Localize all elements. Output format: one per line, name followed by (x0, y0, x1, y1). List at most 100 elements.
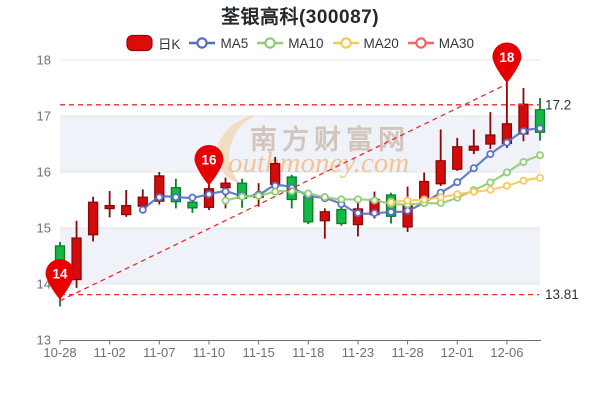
y-axis-label: 16 (37, 165, 51, 180)
balloon-label: 14 (52, 267, 68, 282)
price-marker-balloon[interactable] (45, 259, 75, 300)
candle-body[interactable] (137, 196, 148, 207)
legend-item-ma30[interactable]: MA30 (407, 35, 475, 51)
x-axis-label: 11-10 (193, 345, 225, 360)
ma-marker-ma5 (403, 206, 412, 215)
ma-legend-icon (407, 37, 434, 49)
y-axis-label: 18 (37, 53, 51, 68)
ma-marker-ma20 (436, 193, 445, 202)
ma-marker-ma5 (188, 193, 197, 202)
x-axis-label: 12-06 (490, 345, 523, 360)
ma-marker-ma20 (536, 173, 545, 182)
ma-marker-ma20 (453, 190, 462, 199)
ma-marker-ma5 (353, 209, 362, 218)
ma-marker-ma5 (519, 127, 528, 136)
ma-marker-ma20 (469, 187, 478, 196)
trend-dashed-line (59, 83, 508, 302)
ma-marker-ma5 (502, 138, 511, 147)
balloon-label: 16 (201, 152, 217, 167)
ma-marker-ma10 (519, 157, 528, 166)
x-axis-label: 11-18 (292, 345, 324, 360)
ma-marker-ma20 (486, 185, 495, 194)
ma-marker-ma10 (536, 151, 545, 160)
legend-label: MA30 (438, 35, 475, 51)
legend-item-ma20[interactable]: MA20 (332, 35, 399, 51)
price-marker-balloon[interactable] (194, 144, 224, 186)
candle-body[interactable] (270, 162, 281, 185)
ma-marker-ma10 (486, 178, 495, 187)
ma-marker-ma20 (403, 196, 412, 205)
ma-legend-icon (332, 37, 359, 49)
candle-body[interactable] (104, 204, 115, 210)
ma-marker-ma5 (453, 178, 462, 187)
x-axis-label: 11-28 (391, 345, 423, 360)
legend-item-ma10[interactable]: MA10 (257, 35, 324, 51)
ma-marker-ma5 (486, 150, 495, 159)
y-axis-label: 15 (37, 221, 51, 236)
candle-legend-icon (126, 34, 153, 52)
candle-body[interactable] (452, 146, 463, 170)
ma-marker-ma10 (271, 187, 280, 196)
ma-marker-ma5 (221, 187, 230, 196)
grid-band (60, 228, 540, 284)
x-axis-label: 10-28 (43, 345, 76, 360)
price-marker-balloon[interactable] (492, 42, 522, 83)
legend-item-日k[interactable]: 日K (126, 33, 181, 53)
ma-marker-ma5 (138, 205, 147, 214)
ma-marker-ma5 (387, 207, 396, 216)
candle-body[interactable] (220, 182, 231, 189)
ma-marker-ma20 (420, 195, 429, 204)
candle-body[interactable] (319, 211, 330, 222)
ma-marker-ma10 (320, 193, 329, 202)
ma-marker-ma5 (155, 193, 164, 202)
x-axis-label: 12-01 (441, 345, 474, 360)
ma-marker-ma10 (353, 195, 362, 204)
page-title: 荃银高科(300087) (220, 7, 380, 28)
legend-label: 日K (157, 37, 181, 52)
ma-marker-ma5 (536, 124, 545, 133)
x-axis-label: 11-07 (143, 345, 175, 360)
ma-marker-ma5 (469, 164, 478, 173)
legend-label: MA20 (363, 35, 399, 51)
y-axis-label: 13 (37, 333, 51, 348)
chart-legend: 日K MA5 MA10 MA20 MA30 (0, 33, 600, 53)
ma-marker-ma10 (221, 196, 230, 205)
legend-item-ma5[interactable]: MA5 (189, 36, 248, 51)
ma-marker-ma20 (387, 198, 396, 207)
candle-body[interactable] (303, 195, 314, 223)
y-axis-label: 17 (37, 109, 51, 124)
candle-body[interactable] (485, 134, 496, 145)
ma-marker-ma10 (502, 168, 511, 177)
watermark-cn-text: 南方财富网 (250, 124, 410, 155)
ma-marker-ma10 (304, 189, 313, 198)
ma-marker-ma5 (171, 193, 180, 202)
candle-body[interactable] (87, 201, 99, 236)
ma-line-ma20 (390, 176, 541, 204)
x-axis-label: 11-15 (242, 345, 274, 360)
ma-legend-icon (257, 37, 284, 49)
candle-body[interactable] (468, 145, 479, 151)
x-axis-label: 11-23 (342, 345, 374, 360)
balloon-label: 18 (499, 50, 515, 65)
ma-marker-ma5 (204, 190, 213, 199)
candle-body[interactable] (121, 204, 132, 216)
ma-marker-ma5 (370, 209, 379, 218)
ma-legend-icon (189, 37, 216, 49)
legend-label: MA10 (288, 35, 324, 51)
ma-marker-ma10 (337, 195, 346, 204)
resistance-value-label: 17.2 (545, 97, 571, 112)
ma-marker-ma20 (519, 176, 528, 185)
y-axis-label: 14 (37, 277, 51, 292)
watermark-en-text: outhmoney.com (228, 147, 409, 179)
candle-body[interactable] (336, 208, 347, 225)
ma-marker-ma20 (502, 181, 511, 190)
x-axis-label: 11-02 (94, 345, 126, 360)
ma-marker-ma10 (254, 191, 263, 200)
legend-label: MA5 (220, 35, 249, 51)
candle-body[interactable] (71, 237, 82, 281)
candle-body[interactable] (435, 160, 446, 185)
ma-marker-ma10 (238, 192, 247, 201)
candle-body[interactable] (187, 201, 198, 209)
